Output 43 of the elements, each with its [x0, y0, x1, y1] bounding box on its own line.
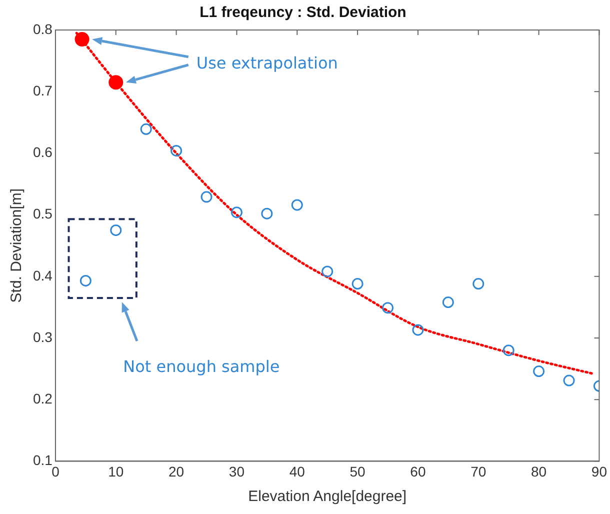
x-tick-label: 90: [591, 463, 608, 480]
x-axis-title: Elevation Angle[degree]: [248, 488, 407, 506]
point: [74, 32, 90, 46]
y-tick-label: 0.2: [32, 390, 53, 406]
annotation: Use extrapolation: [196, 53, 338, 72]
point: [80, 274, 92, 286]
point: [563, 374, 575, 386]
x-tick-label: 20: [168, 463, 184, 480]
y-tick-label: 0.7: [32, 82, 53, 98]
point: [261, 208, 273, 220]
y-tick-label: 0.8: [32, 20, 53, 37]
point: [230, 206, 242, 218]
point: [200, 191, 212, 203]
point: [140, 123, 152, 135]
x-tick-label: 50: [350, 463, 366, 480]
y-tick-label: 0.6: [32, 144, 53, 160]
annotation: Not enough sample: [123, 356, 280, 376]
point: [322, 266, 334, 278]
chart-title: L1 freqeuncy : Std. Deviation: [200, 4, 406, 22]
x-tick-label: 30: [228, 463, 245, 480]
y-tick-label: 0.3: [32, 328, 53, 345]
point: [502, 344, 514, 356]
y-tick-label: 0.4: [32, 267, 53, 284]
x-tick-label: 40: [289, 463, 306, 480]
x-tick-label: 80: [531, 463, 547, 480]
y-axis-title: Std. Deviation[m]: [8, 188, 26, 303]
x-tick-label: 0: [52, 463, 60, 480]
point: [412, 324, 424, 336]
x-tick-label: 10: [108, 463, 124, 480]
point: [442, 296, 454, 308]
point: [170, 144, 182, 156]
point: [472, 278, 484, 290]
x-tick-label: 60: [410, 463, 426, 480]
y-tick-label: 0.5: [32, 206, 53, 222]
x-tick-label: 70: [470, 463, 486, 480]
point: [291, 199, 303, 211]
point: [533, 366, 545, 378]
point: [352, 278, 364, 290]
point: [382, 302, 394, 314]
line-series: [75, 32, 594, 375]
y-tick-label: 0.1: [32, 452, 53, 468]
point: [108, 75, 124, 90]
point: [110, 224, 122, 236]
